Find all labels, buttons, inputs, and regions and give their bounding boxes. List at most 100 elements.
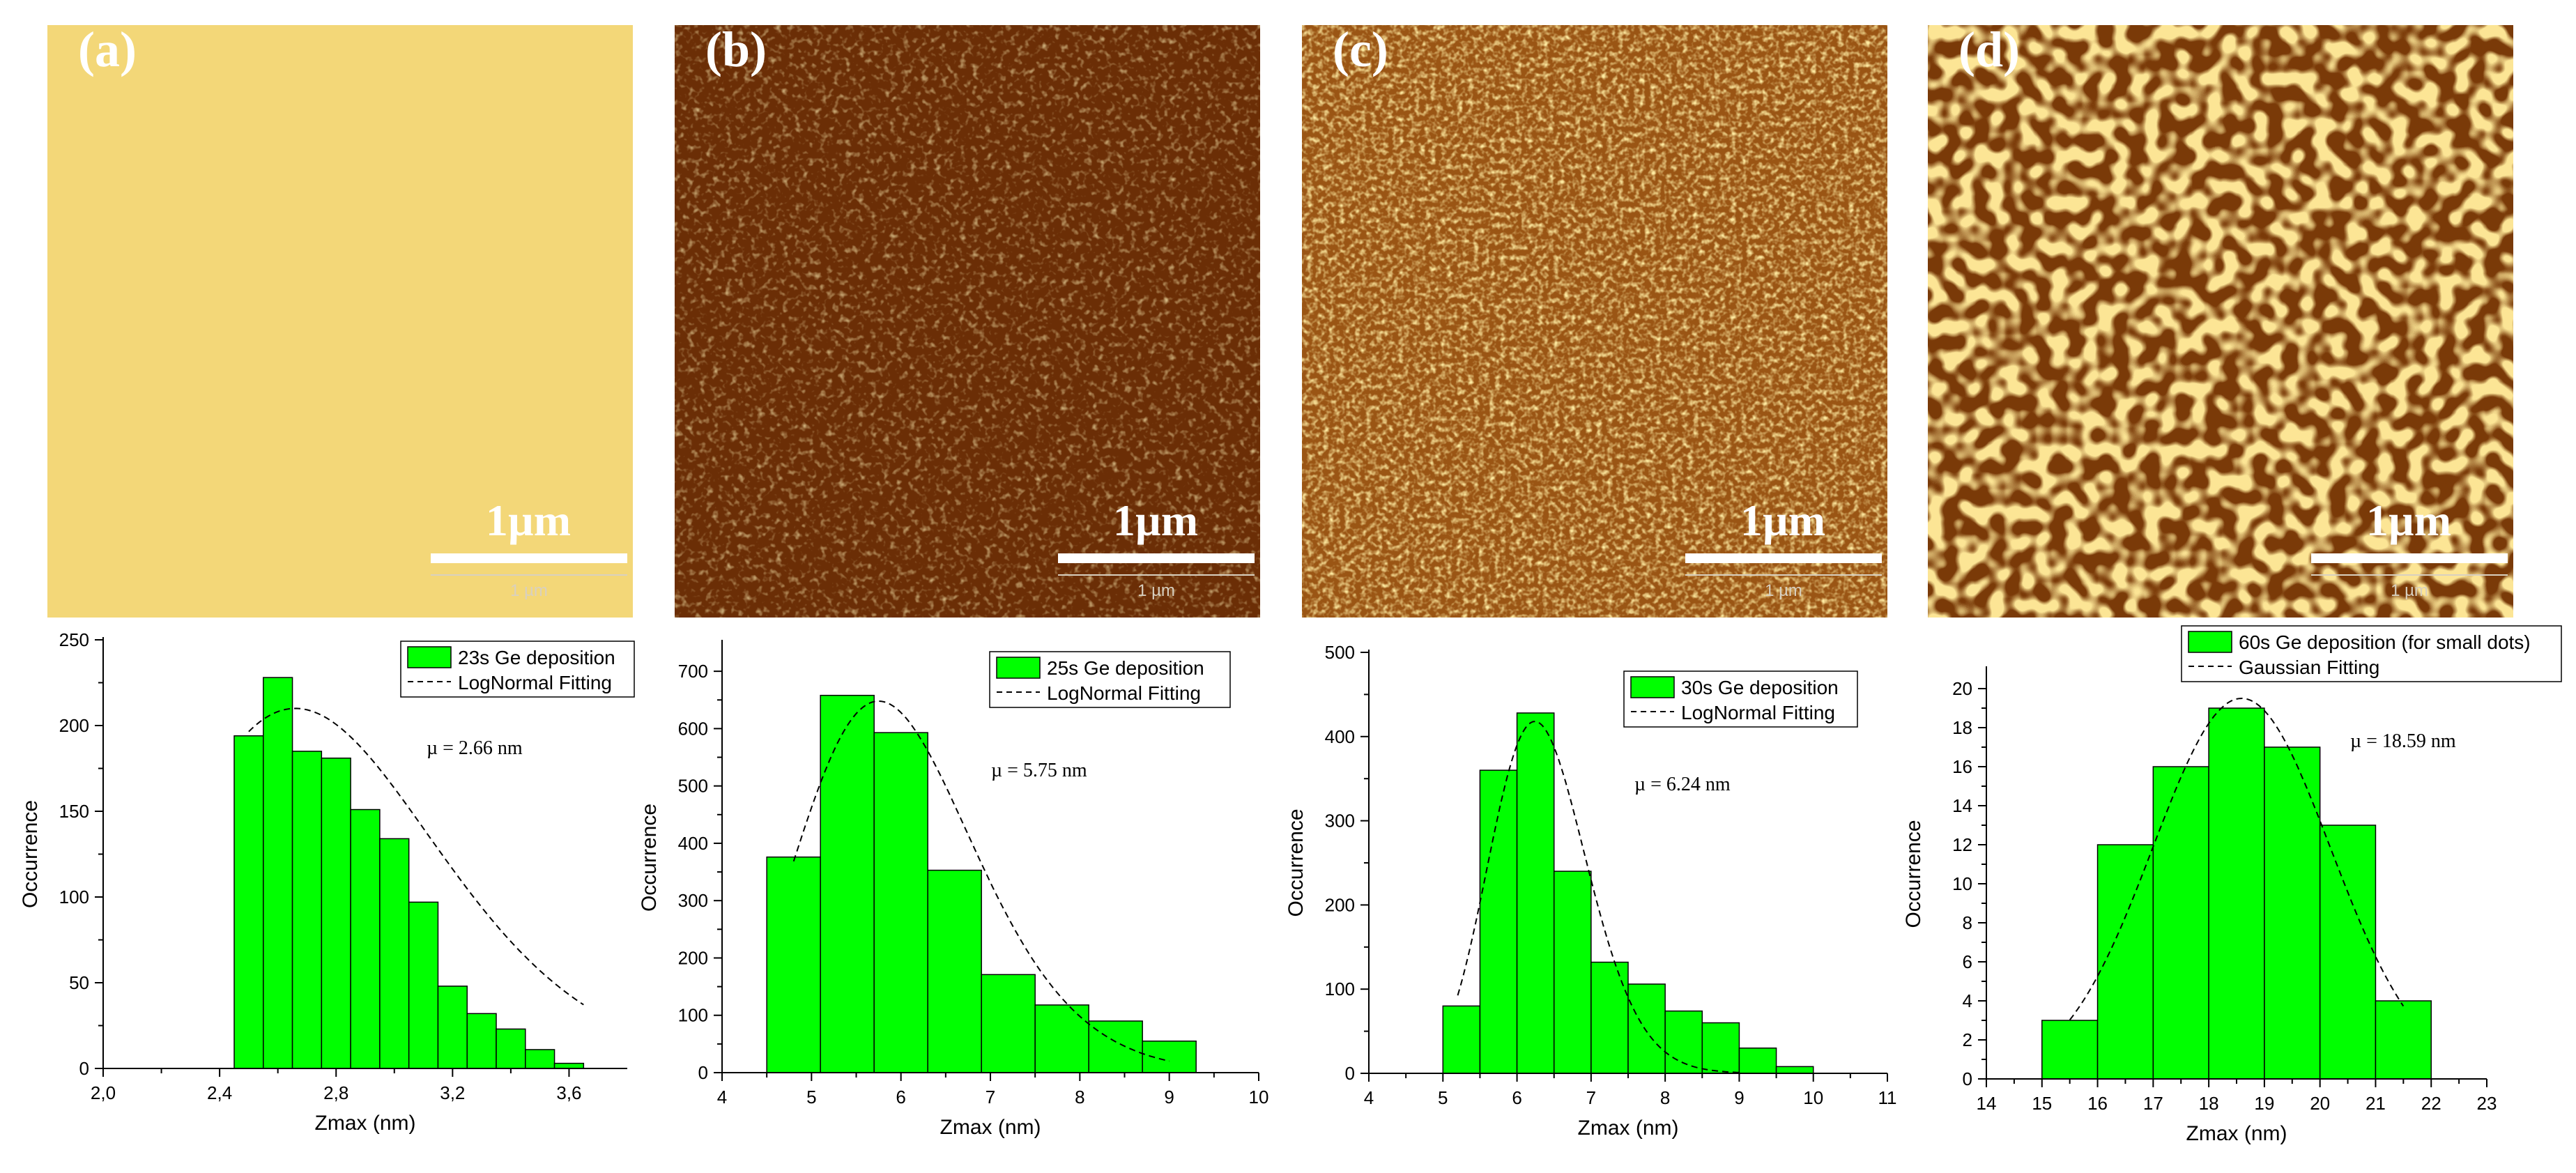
y-tick-label-a: 200 (59, 715, 89, 736)
scale-bar-small-line-c (1685, 574, 1882, 576)
scale-bar-small-line-d (2311, 574, 2508, 576)
x-tick-label-d: 17 (2143, 1093, 2163, 1114)
x-tick-label-b: 5 (806, 1087, 816, 1107)
legend-label-fit-c: LogNormal Fitting (1681, 702, 1835, 723)
afm-texture-d (1928, 25, 2513, 618)
x-tick-label-d: 22 (2421, 1093, 2441, 1114)
x-tick-label-d: 19 (2254, 1093, 2274, 1114)
bar-c-1 (1479, 769, 1518, 1074)
x-tick-label-c: 4 (1364, 1087, 1374, 1108)
x-tick-label-b: 9 (1164, 1087, 1174, 1107)
bar-c-6 (1664, 1010, 1703, 1074)
legend-swatch-bar-a (407, 646, 452, 668)
chart-a: 2,0 2,4 2,8 3,2 3,6 0 50 100 150 200 250 Zmax (nm) O… (19, 629, 635, 1135)
afm-texture-c (1302, 25, 1887, 618)
bar-b-3 (927, 869, 982, 1073)
afm-texture-b (675, 25, 1260, 618)
afm-image-c (1302, 25, 1887, 618)
bar-c-0 (1442, 1005, 1481, 1074)
y-axis-title-b: Occurrence (638, 804, 661, 912)
x-axis-title-c: Zmax (nm) (1578, 1117, 1679, 1140)
legend-label-bars-a: 23s Ge deposition (458, 647, 615, 668)
legend-b: 25s Ge deposition LogNormal Fitting (989, 651, 1231, 708)
mu-annotation-c: µ = 6.24 nm (1634, 774, 1731, 795)
scale-bar-small-label-c: 1 µm (1765, 581, 1802, 600)
x-tick-label-c: 9 (1734, 1087, 1744, 1108)
x-tick-label-b: 6 (896, 1087, 905, 1107)
scale-bar-b (1058, 553, 1255, 563)
x-tick-label-d: 15 (2032, 1093, 2052, 1114)
chart-d: 14 15 16 17 18 19 20 21 22 23 0 2 4 6 8 10 12 14 16 18 20 Zma… (1902, 625, 2562, 1145)
y-axis-title-c: Occurrence (1285, 808, 1308, 917)
fit-curve-b (792, 700, 1170, 1062)
x-tick-label-b: 8 (1075, 1087, 1084, 1107)
x-tick-label-c: 5 (1438, 1087, 1448, 1108)
bar-d-4 (2264, 746, 2321, 1080)
x-tick-label-a: 2,0 (91, 1082, 116, 1103)
x-tick-label-b: 10 (1249, 1087, 1269, 1107)
y-tick-label-b: 0 (698, 1062, 708, 1083)
panel-label-b: (b) (705, 22, 767, 77)
legend-box-d (2181, 625, 2562, 682)
bar-a-0 (233, 735, 264, 1069)
bar-a-4 (350, 808, 381, 1069)
bar-b-5 (1034, 1004, 1089, 1073)
bar-d-2 (2152, 766, 2209, 1080)
scale-bar-c (1685, 553, 1882, 563)
y-tick-label-b: 400 (678, 833, 708, 854)
bar-a-11 (553, 1062, 585, 1069)
panel-label-d: (d) (1958, 22, 2020, 77)
bar-d-5 (2319, 825, 2377, 1080)
y-tick-label-d: 4 (1963, 990, 1972, 1011)
scale-bar-label-a: 1µm (485, 496, 572, 545)
x-tick-label-b: 7 (986, 1087, 995, 1107)
y-axis-title-a: Occurrence (19, 800, 42, 908)
legend-label-fit-b: LogNormal Fitting (1047, 682, 1201, 704)
legend-swatch-bar-b (996, 657, 1041, 679)
bar-b-2 (873, 732, 928, 1073)
bar-c-3 (1553, 871, 1592, 1074)
scale-bar-small-line-b (1058, 574, 1255, 576)
bar-a-6 (408, 901, 439, 1069)
fit-curve-a (248, 707, 584, 1006)
fit-curve-c (1457, 721, 1740, 1073)
y-tick-label-d: 0 (1963, 1068, 1972, 1089)
bar-c-7 (1701, 1022, 1740, 1074)
mu-annotation-d: µ = 18.59 nm (2350, 730, 2456, 752)
y-tick-label-a: 250 (59, 629, 89, 650)
y-tick-label-c: 200 (1325, 894, 1355, 915)
y-tick-label-a: 100 (59, 887, 89, 907)
bar-d-0 (2041, 1020, 2099, 1080)
y-tick-label-c: 300 (1325, 811, 1355, 831)
x-tick-label-a: 2,4 (207, 1082, 232, 1103)
x-axis-title-d: Zmax (nm) (2186, 1122, 2287, 1145)
x-tick-label-c: 10 (1803, 1087, 1823, 1108)
y-tick-label-c: 100 (1325, 979, 1355, 999)
y-tick-label-c: 500 (1325, 642, 1355, 663)
bar-a-10 (525, 1049, 555, 1069)
scale-bar-d (2311, 553, 2508, 563)
bar-a-8 (466, 1013, 497, 1069)
legend-d: 60s Ge deposition (for small dots) Gaussi… (2181, 625, 2562, 682)
x-tick-label-c: 6 (1512, 1087, 1521, 1108)
bar-c-9 (1775, 1066, 1814, 1074)
bar-a-3 (321, 757, 351, 1069)
bar-a-7 (437, 986, 468, 1069)
legend-label-bars-d: 60s Ge deposition (for small dots) (2239, 631, 2531, 653)
y-tick-label-c: 0 (1345, 1063, 1355, 1084)
afm-image-d (1928, 25, 2513, 618)
y-tick-label-d: 8 (1963, 912, 1972, 933)
x-tick-label-c: 11 (1878, 1087, 1897, 1108)
bar-c-8 (1738, 1048, 1777, 1074)
x-tick-label-a: 3,6 (556, 1082, 581, 1103)
y-tick-label-b: 700 (678, 661, 708, 682)
chart-c: 4 5 6 7 8 9 10 11 0 100 200 300 400 500 Zmax (nm) Occur… (1285, 642, 1897, 1140)
legend-swatch-bar-c (1630, 676, 1675, 698)
scale-bar-label-c: 1µm (1740, 496, 1826, 545)
bar-b-1 (820, 694, 875, 1073)
x-tick-label-d: 23 (2477, 1093, 2497, 1114)
legend-c: 30s Ge deposition LogNormal Fitting (1623, 670, 1858, 728)
bar-a-9 (496, 1028, 526, 1069)
x-tick-label-b: 4 (717, 1087, 727, 1107)
